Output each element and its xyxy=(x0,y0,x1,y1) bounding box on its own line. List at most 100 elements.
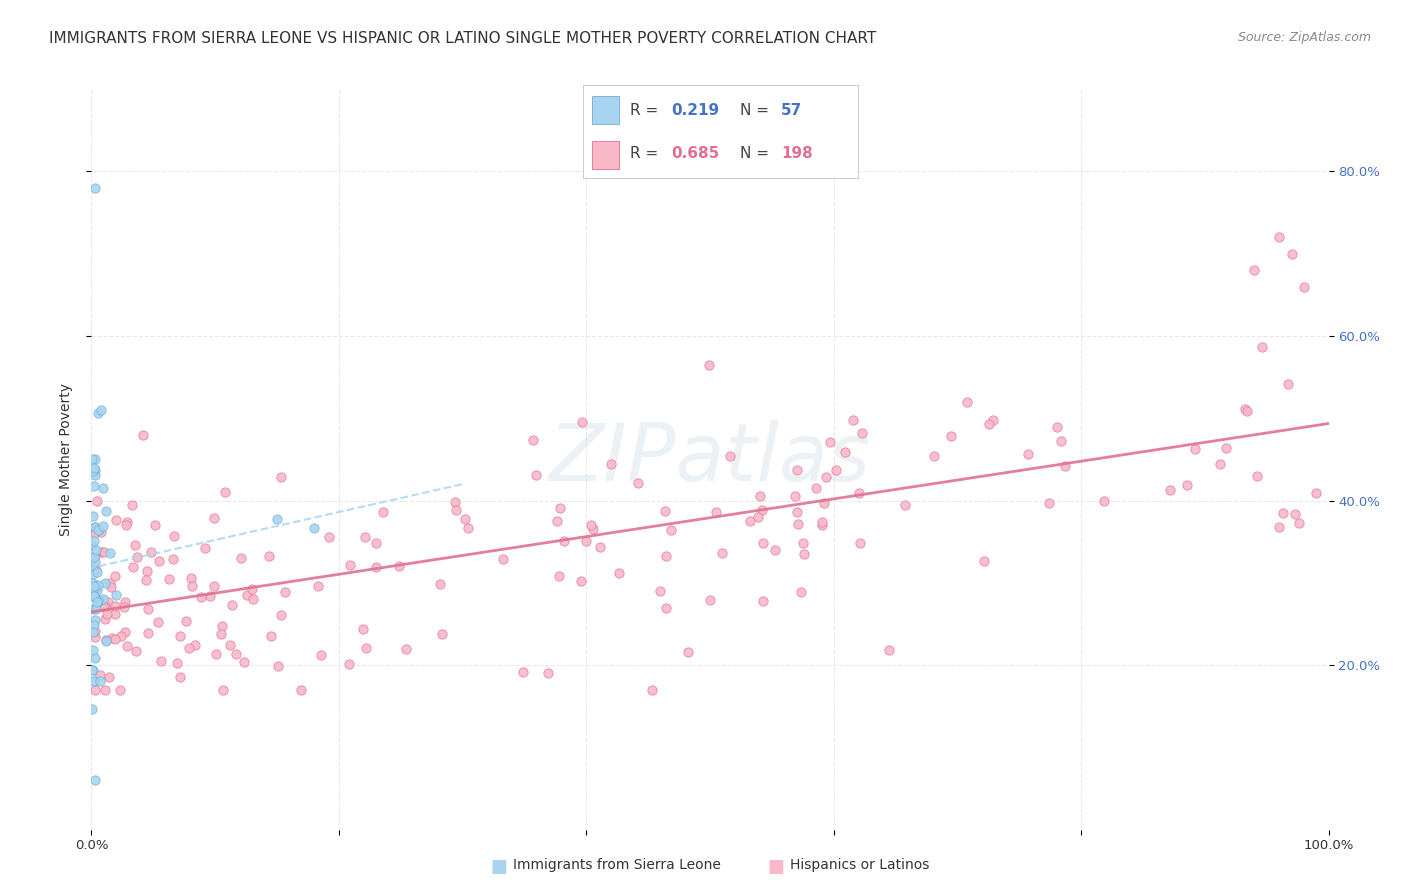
Point xyxy=(86,523,108,537)
Point xyxy=(599,457,621,471)
Point xyxy=(84,582,107,596)
Point xyxy=(82,643,104,657)
Point xyxy=(108,682,131,697)
Point xyxy=(93,599,115,614)
Point xyxy=(444,495,467,509)
Point xyxy=(429,577,451,591)
Point xyxy=(87,593,110,607)
Text: N =: N = xyxy=(740,103,773,118)
Point xyxy=(146,615,169,630)
Point xyxy=(87,578,110,592)
Point xyxy=(699,593,721,607)
Point xyxy=(163,529,186,543)
Point xyxy=(139,545,162,559)
Point xyxy=(80,702,103,716)
Point xyxy=(104,599,127,613)
Point xyxy=(104,513,127,527)
Point xyxy=(86,582,108,597)
Point xyxy=(132,428,155,442)
Point xyxy=(1175,478,1198,492)
Point xyxy=(718,449,741,463)
Point xyxy=(86,595,108,609)
Point xyxy=(84,624,107,639)
Point xyxy=(1268,230,1291,244)
Point xyxy=(125,549,148,564)
Point xyxy=(89,594,111,608)
Point xyxy=(209,627,232,641)
Point xyxy=(83,461,105,475)
Point xyxy=(84,525,107,540)
Text: 0.219: 0.219 xyxy=(671,103,720,118)
Point xyxy=(1184,442,1206,457)
Point xyxy=(641,682,664,697)
Point xyxy=(96,632,118,647)
Point xyxy=(190,590,212,604)
Point xyxy=(91,545,114,559)
Point xyxy=(100,580,122,594)
Point xyxy=(1292,279,1315,293)
Point xyxy=(1233,401,1256,416)
Point xyxy=(453,512,475,526)
Point xyxy=(522,434,544,448)
Point xyxy=(83,549,105,564)
Point xyxy=(655,600,678,615)
Point xyxy=(704,505,727,519)
Point xyxy=(654,504,676,518)
Point xyxy=(121,559,143,574)
Point xyxy=(302,521,325,535)
Point xyxy=(83,618,105,632)
Point xyxy=(259,549,281,563)
Point xyxy=(1054,458,1077,473)
Point xyxy=(96,607,118,621)
Point xyxy=(659,524,682,538)
Point xyxy=(751,503,773,517)
Text: ZIPatlas: ZIPatlas xyxy=(548,420,872,499)
Point xyxy=(114,624,136,639)
Point xyxy=(80,452,103,467)
Point xyxy=(1049,434,1071,448)
Point xyxy=(1209,457,1232,471)
Point xyxy=(1288,516,1310,531)
Point xyxy=(96,633,118,648)
Point xyxy=(84,563,107,577)
Point xyxy=(851,425,873,440)
Point xyxy=(804,481,827,495)
Point xyxy=(98,546,121,560)
Point xyxy=(80,558,103,572)
Point xyxy=(83,519,105,533)
Point xyxy=(956,395,979,409)
Point xyxy=(87,524,110,538)
Point xyxy=(89,674,111,689)
Point xyxy=(1038,496,1060,510)
Point xyxy=(353,530,375,544)
Point xyxy=(105,588,128,602)
Point xyxy=(339,558,361,573)
Point xyxy=(818,435,841,450)
Point xyxy=(83,589,105,603)
Point xyxy=(97,670,120,684)
Y-axis label: Single Mother Poverty: Single Mother Poverty xyxy=(59,383,73,536)
Point xyxy=(84,549,107,563)
Point xyxy=(212,682,235,697)
Point xyxy=(104,632,127,647)
Point xyxy=(83,674,105,689)
Point xyxy=(193,541,215,556)
Point xyxy=(364,535,387,549)
Point xyxy=(91,481,114,495)
Point xyxy=(110,629,132,643)
Point xyxy=(83,467,105,482)
Point xyxy=(174,614,197,628)
Point xyxy=(84,601,107,615)
Point xyxy=(84,773,107,788)
Point xyxy=(82,464,104,478)
Point xyxy=(233,656,256,670)
Point xyxy=(648,584,671,599)
Point xyxy=(166,657,188,671)
Point xyxy=(786,517,808,532)
Point xyxy=(84,463,107,477)
Point xyxy=(82,625,104,640)
Point xyxy=(177,640,200,655)
Point xyxy=(582,523,605,537)
Point xyxy=(811,517,834,532)
Point xyxy=(834,445,856,459)
